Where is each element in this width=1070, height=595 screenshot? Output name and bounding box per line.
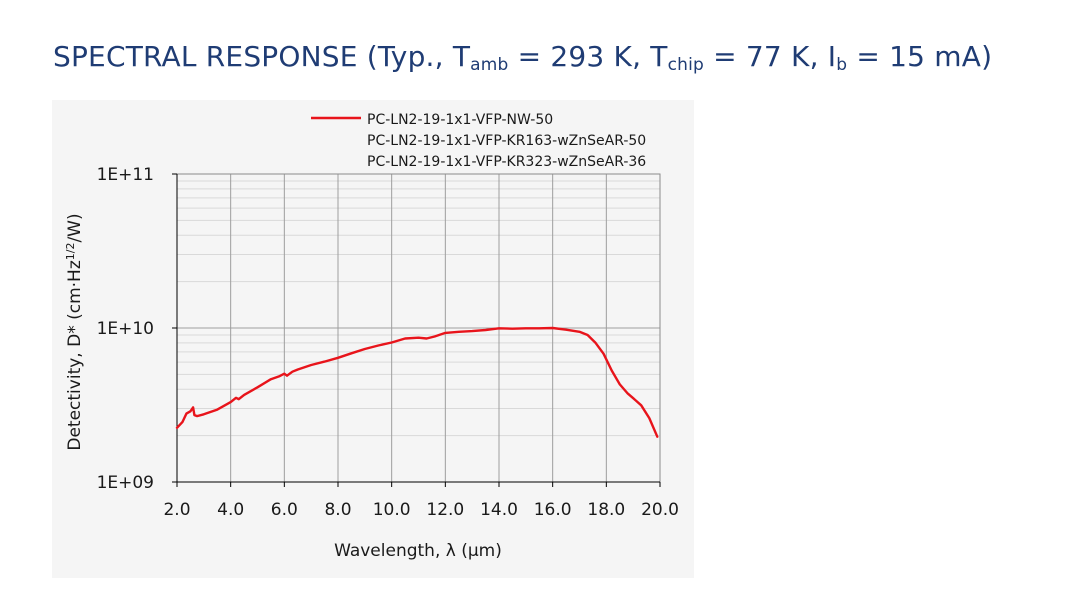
x-tick-label: 4.0	[217, 500, 244, 520]
axes	[172, 173, 661, 487]
chart-panel: PC-LN2-19-1x1-VFP-NW-50 PC-LN2-19-1x1-VFP…	[52, 100, 694, 578]
legend-label: PC-LN2-19-1x1-VFP-NW-50	[367, 112, 553, 128]
y-tick-label: 1E+09	[97, 473, 154, 493]
x-tick-label: 12.0	[426, 500, 464, 520]
series-lines	[175, 326, 659, 438]
legend-label: PC-LN2-19-1x1-VFP-KR163-wZnSeAR-50	[367, 133, 646, 149]
x-tick-label: 18.0	[587, 500, 625, 520]
legend: PC-LN2-19-1x1-VFP-NW-50 PC-LN2-19-1x1-VFP…	[311, 112, 646, 170]
spectral-response-chart: PC-LN2-19-1x1-VFP-NW-50 PC-LN2-19-1x1-VFP…	[64, 112, 679, 561]
x-axis-label: Wavelength, λ (µm)	[334, 541, 502, 561]
legend-label: PC-LN2-19-1x1-VFP-KR323-wZnSeAR-36	[367, 154, 646, 170]
x-tick-label: 10.0	[373, 500, 411, 520]
minor-gridlines	[177, 180, 660, 437]
x-tick-label: 8.0	[324, 500, 351, 520]
x-tick-label: 6.0	[271, 500, 298, 520]
page-title: SPECTRAL RESPONSE (Typ., Tamb = 293 K, T…	[53, 40, 993, 75]
y-tick-label: 1E+10	[97, 319, 154, 339]
x-tick-label: 2.0	[163, 500, 190, 520]
x-tick-labels: 2.0 4.0 6.0 8.0 10.0 12.0 14.0 16.0 18.0 20.0	[163, 500, 678, 520]
y-tick-labels: 1E+09 1E+10 1E+11	[97, 165, 154, 493]
x-tick-label: 14.0	[480, 500, 518, 520]
x-tick-label: 16.0	[534, 500, 572, 520]
series-line	[175, 326, 659, 438]
y-axis-label: Detectivity, D* (cm·Hz1/2/W)	[64, 213, 86, 450]
x-tick-label: 20.0	[641, 500, 679, 520]
y-tick-label: 1E+11	[97, 165, 154, 185]
